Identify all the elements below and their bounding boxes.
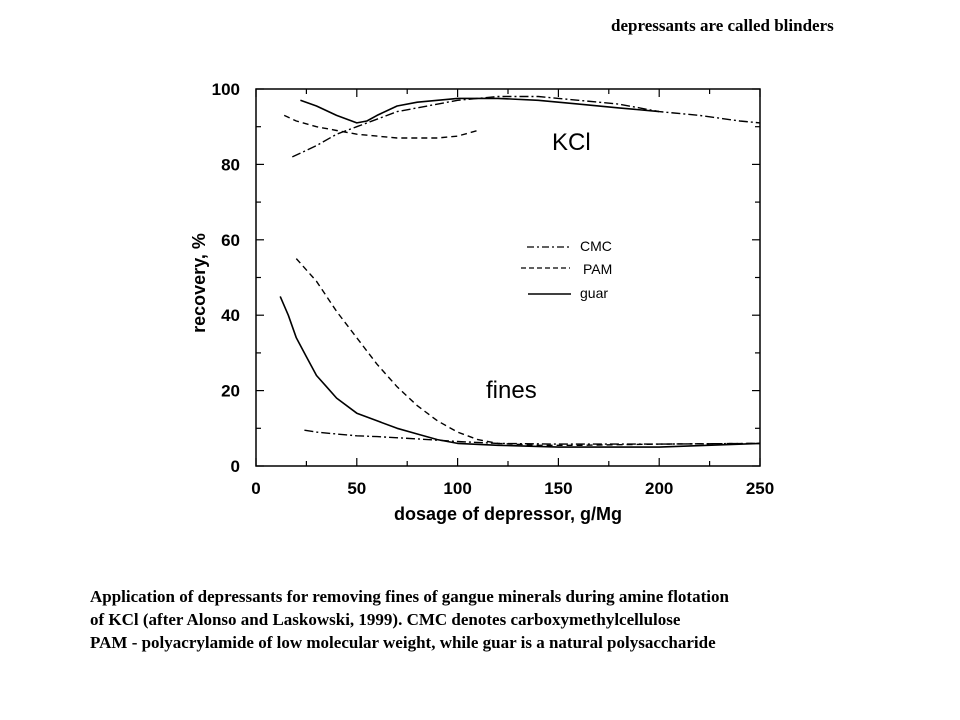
x-tick-label: 50 bbox=[347, 479, 366, 498]
caption-line: Application of depressants for removing … bbox=[90, 587, 729, 606]
series-line-guar-kcl bbox=[300, 97, 660, 124]
x-tick-label: 150 bbox=[544, 479, 572, 498]
caption-line: of KCl (after Alonso and Laskowski, 1999… bbox=[90, 610, 681, 629]
y-tick-label: 20 bbox=[221, 382, 240, 401]
annotation-fines: fines bbox=[486, 377, 537, 404]
axis-ticks bbox=[255, 88, 761, 467]
y-tick-label: 80 bbox=[221, 155, 240, 174]
x-tick-label: 0 bbox=[251, 479, 260, 498]
x-tick-label: 250 bbox=[746, 479, 774, 498]
legend-label-cmc: CMC bbox=[580, 238, 612, 254]
series-line-pam-kcl bbox=[283, 114, 478, 139]
series-line-cmc-kcl bbox=[292, 95, 761, 158]
recovery-chart: 0 50 100 150 200 250 0 20 40 60 80 100 dosage of de… bbox=[189, 80, 775, 524]
caption-line: PAM - polyacrylamide of low molecular we… bbox=[90, 633, 716, 652]
series-line-cmc-fines bbox=[304, 429, 761, 445]
annotation-kcl: KCl bbox=[552, 129, 591, 156]
legend-label-pam: PAM bbox=[583, 261, 612, 277]
y-tick-label: 60 bbox=[221, 231, 240, 250]
x-tick-label: 200 bbox=[645, 479, 673, 498]
header-note: depressants are called blinders bbox=[611, 16, 834, 35]
y-tick-label: 100 bbox=[212, 80, 240, 99]
y-axis-title: recovery, % bbox=[189, 233, 209, 333]
tick-labels: 0 50 100 150 200 250 0 20 40 60 80 100 bbox=[212, 80, 775, 498]
legend-label-guar: guar bbox=[580, 285, 608, 301]
legend: CMC PAM guar bbox=[521, 238, 612, 301]
y-tick-label: 0 bbox=[231, 457, 240, 476]
series-line-guar-fines bbox=[279, 296, 761, 448]
plot-frame bbox=[255, 88, 761, 467]
series-lines bbox=[279, 95, 761, 448]
y-tick-label: 40 bbox=[221, 306, 240, 325]
x-axis-title: dosage of depressor, g/Mg bbox=[394, 504, 622, 524]
x-tick-label: 100 bbox=[443, 479, 471, 498]
figure-caption: Application of depressants for removing … bbox=[90, 585, 910, 654]
